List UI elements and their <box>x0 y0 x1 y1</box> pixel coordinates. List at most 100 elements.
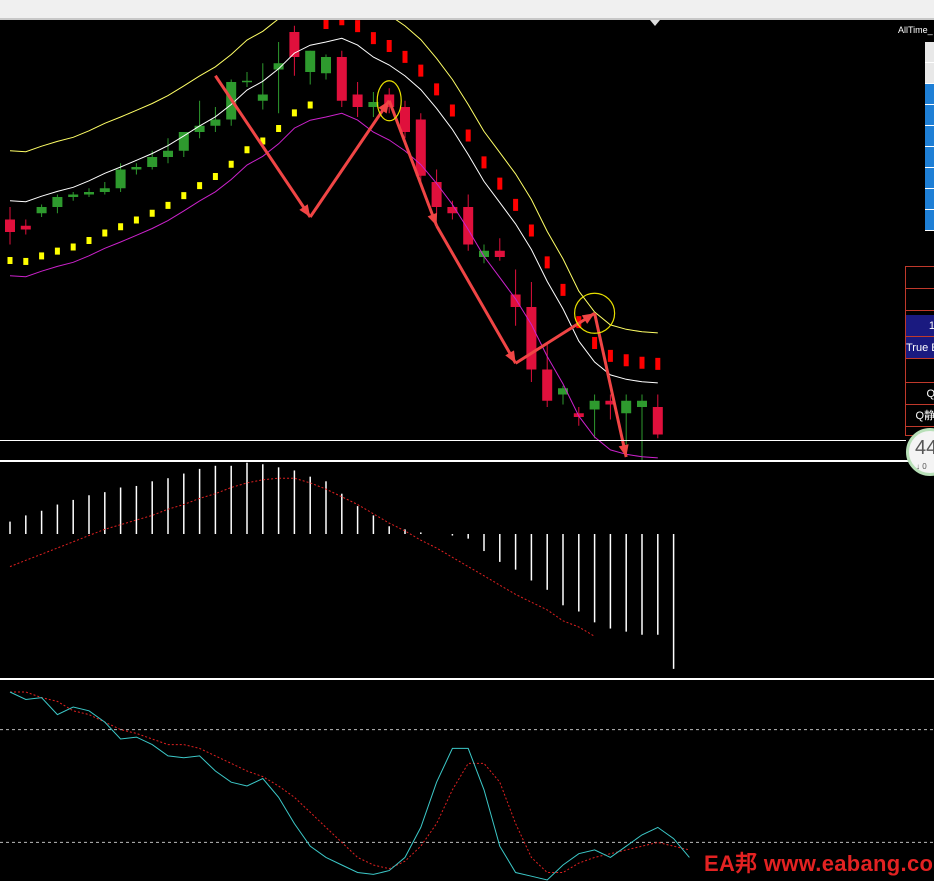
candle-body <box>5 219 15 232</box>
indicator-panel-top[interactable] <box>925 42 934 231</box>
trend-dot-up <box>228 160 234 168</box>
panel-cell-2[interactable] <box>925 63 934 84</box>
panel-cell-5[interactable] <box>925 126 934 147</box>
candle-body <box>20 225 31 230</box>
info-row-blank <box>906 267 934 289</box>
trend-dot-up <box>7 257 13 264</box>
candle-body <box>289 32 300 57</box>
trend-dot-down <box>465 129 471 142</box>
trend-dot-down <box>418 64 424 77</box>
arrowhead <box>505 350 516 364</box>
candle-body <box>526 307 537 370</box>
candle-body <box>637 400 647 407</box>
candle-body <box>273 63 284 70</box>
info-table-panel: 1 True E Q Q静 <box>905 266 934 436</box>
trend-arrow <box>593 312 628 458</box>
candle-body <box>305 50 316 72</box>
candle-body <box>194 125 205 132</box>
candle-body <box>84 192 94 195</box>
lower-band-line <box>9 112 658 459</box>
trend-dot-down <box>449 104 455 117</box>
trend-dot-down <box>481 156 487 169</box>
trend-dot-up <box>307 101 313 109</box>
panel-cell-6[interactable] <box>925 147 934 168</box>
trend-dot-down <box>655 357 661 370</box>
trend-dot-up <box>70 243 76 251</box>
trend-dot-down <box>607 349 613 362</box>
panel-cell-7[interactable] <box>925 168 934 189</box>
oscillator-chart <box>9 462 675 669</box>
trend-dot-up <box>23 257 29 265</box>
gauge-value: 44 <box>915 437 934 459</box>
candle-body <box>589 400 600 410</box>
trend-arrow <box>514 311 596 365</box>
candle-body <box>131 167 142 170</box>
info-row-1: 1 <box>906 315 934 337</box>
candle-body <box>415 119 426 176</box>
oscillator-pane[interactable] <box>0 460 934 678</box>
trend-dot-down <box>544 256 550 269</box>
trend-dot-down <box>513 198 519 211</box>
trend-dot-down <box>592 337 598 349</box>
panel-cell-1[interactable] <box>925 42 934 63</box>
candle-body <box>652 407 663 435</box>
panel-cell-9[interactable] <box>925 210 934 231</box>
trend-dot-up <box>102 229 108 237</box>
candle-body <box>431 182 442 207</box>
candle-body <box>400 107 410 132</box>
stoch-main-line <box>9 691 690 881</box>
stochastic-pane[interactable] <box>0 678 934 881</box>
trend-dot-down <box>497 177 503 190</box>
candle-body <box>257 94 268 101</box>
indicator-label: AllTime_ <box>898 25 933 35</box>
trend-dot-down <box>434 83 440 96</box>
candle-body <box>52 197 63 207</box>
trend-arrow <box>435 225 517 364</box>
price-chart <box>5 20 663 460</box>
candle-body <box>242 80 252 83</box>
trend-dot-down <box>323 20 329 29</box>
trend-dot-down <box>528 224 534 237</box>
candle-body <box>210 119 221 126</box>
candle-body <box>321 57 331 74</box>
trend-dot-up <box>118 223 124 231</box>
trend-dot-down <box>402 50 408 63</box>
watermark: EA邦 www.eabang.com <box>704 851 934 876</box>
trend-dot-up <box>181 192 187 200</box>
trend-dot-down <box>370 32 376 45</box>
trend-dot-down <box>355 20 361 33</box>
info-row-blank-2 <box>906 289 934 311</box>
candle-body <box>115 169 126 189</box>
trend-dot-down <box>386 40 392 52</box>
trend-dot-up <box>133 216 139 224</box>
candle-body <box>558 388 568 395</box>
trend-dot-up <box>86 237 92 244</box>
panel-cell-4[interactable] <box>925 105 934 126</box>
gauge-sub: ↓ 0 <box>916 462 927 471</box>
price-chart-pane[interactable] <box>0 20 934 460</box>
top-toolbar <box>0 0 934 20</box>
panel-cell-3[interactable] <box>925 84 934 105</box>
candle-body <box>368 102 379 107</box>
trend-dot-up <box>244 146 250 154</box>
candle-body <box>68 194 79 197</box>
trend-dot-up <box>149 209 155 217</box>
candle-body <box>542 369 553 401</box>
candle-body <box>163 150 173 157</box>
candle-body <box>447 207 458 214</box>
arrowhead <box>427 212 438 226</box>
trend-dot-down <box>560 283 566 296</box>
trend-arrow <box>214 74 312 218</box>
trend-dot-down <box>639 356 645 369</box>
candle-body <box>621 400 632 414</box>
candle-body <box>494 250 505 257</box>
panel-cell-8[interactable] <box>925 189 934 210</box>
highlight-circle <box>573 292 616 334</box>
trend-dot-down <box>623 354 629 367</box>
info-row-true: True E <box>906 337 934 359</box>
stochastic-chart <box>0 691 934 881</box>
trend-dot-up <box>54 247 60 255</box>
signal-line <box>9 477 595 637</box>
candle-body <box>605 400 616 405</box>
trend-dot-up <box>197 182 203 190</box>
